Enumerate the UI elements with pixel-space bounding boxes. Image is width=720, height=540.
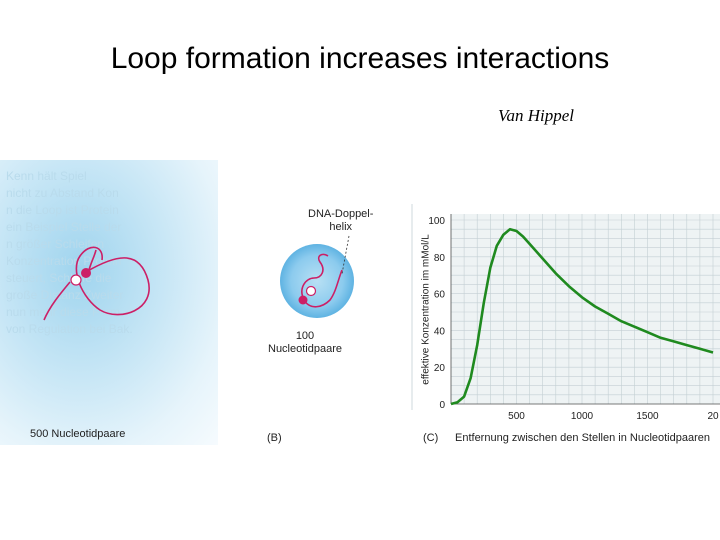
panel-b-dna-label: DNA-Doppel- helix	[308, 208, 374, 233]
panel-a-protein-filled	[81, 268, 91, 278]
panel-c-letter: (C)	[423, 432, 439, 444]
loop-sketches	[43, 204, 413, 410]
panel-b-protein-open	[305, 285, 317, 297]
chart-series-line	[450, 227, 714, 406]
panel-a-dna-loop	[75, 246, 150, 316]
panel-b-protein-filled	[298, 295, 308, 305]
chart-xlabel: Entfernung zwischen den Stellen in Nucle…	[455, 432, 710, 444]
chart-y-tick-label: 80	[434, 253, 446, 264]
panel-a-label: 500 Nucleotidpaare	[30, 428, 126, 440]
panel-b-sphere	[280, 244, 354, 318]
panel-b-dna-strand	[303, 269, 343, 308]
chart-svg: 100 80 60 40 20 0 500 1000 1500 20	[428, 214, 720, 422]
chart-x-tick-label: 1000	[571, 411, 594, 422]
chart-y-tick-label: 0	[439, 400, 445, 411]
chart-y-tick-label: 20	[434, 363, 446, 374]
panel-a-dna-strand	[43, 281, 71, 321]
figure: Kenn hält Spiel nicht zu Abstand Kon n d…	[0, 160, 720, 445]
panel-b-letter: (B)	[267, 432, 282, 444]
chart-x-tick-label: 20	[707, 411, 719, 422]
panel-b-label-leader	[341, 235, 350, 275]
panel-b-size-label: 100 Nucleotidpaare	[268, 330, 342, 355]
chart-y-tick-label: 100	[428, 216, 445, 227]
slide-author: Van Hippel	[498, 106, 575, 125]
chart-y-tick-label: 40	[434, 326, 446, 337]
panel-b-dna-loop	[301, 253, 329, 301]
chart-x-tick-label: 1500	[636, 411, 659, 422]
chart-x-tick-label: 500	[508, 411, 525, 422]
chart-y-tick-label: 60	[434, 290, 446, 301]
chart-plot-background	[451, 214, 720, 404]
panel-a-protein-open	[70, 274, 82, 286]
slide-title: Loop formation increases interactions	[110, 42, 610, 75]
